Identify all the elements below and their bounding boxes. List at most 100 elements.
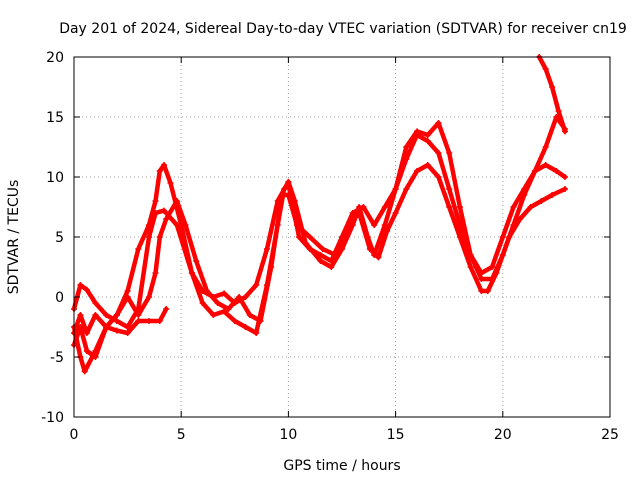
x-tick-label: 20 xyxy=(494,427,512,443)
series-line xyxy=(536,54,568,134)
data-point xyxy=(424,132,431,138)
data-point xyxy=(124,288,131,294)
data-point xyxy=(392,210,399,216)
data-point xyxy=(253,330,260,336)
data-point xyxy=(366,246,373,252)
data-point xyxy=(499,234,506,240)
y-tick-label: 10 xyxy=(46,170,64,186)
data-point xyxy=(163,216,170,222)
data-point xyxy=(446,204,453,210)
y-tick-label: 20 xyxy=(46,50,64,66)
data-point xyxy=(538,198,545,204)
data-point xyxy=(542,144,549,150)
data-point xyxy=(319,246,326,252)
data-point xyxy=(414,128,421,135)
series-track-4 xyxy=(71,162,568,360)
data-point xyxy=(542,162,549,168)
data-point xyxy=(152,270,159,276)
data-point xyxy=(124,324,131,330)
data-point xyxy=(446,150,453,156)
data-point xyxy=(328,264,335,270)
data-point xyxy=(167,180,174,186)
data-point xyxy=(199,300,206,306)
data-point xyxy=(506,234,513,240)
data-point xyxy=(225,306,232,312)
data-point xyxy=(161,162,168,168)
data-point xyxy=(103,324,110,330)
data-point xyxy=(83,286,90,293)
data-point xyxy=(392,186,399,192)
data-point xyxy=(484,288,491,294)
data-point xyxy=(516,216,523,222)
data-point xyxy=(135,318,142,324)
data-point xyxy=(291,198,298,204)
data-point xyxy=(493,270,500,276)
data-point xyxy=(242,324,249,330)
data-point xyxy=(92,312,99,318)
data-point xyxy=(236,294,243,300)
data-point xyxy=(77,282,84,288)
data-point xyxy=(77,324,84,330)
data-point xyxy=(356,204,363,210)
data-point xyxy=(403,144,410,150)
data-point xyxy=(553,168,560,174)
x-tick-label: 25 xyxy=(601,427,619,443)
y-tick-label: -5 xyxy=(50,350,64,366)
data-point xyxy=(332,252,339,258)
data-point xyxy=(456,204,463,210)
data-point xyxy=(246,312,253,318)
data-point xyxy=(549,84,556,90)
data-point xyxy=(156,318,163,324)
data-point xyxy=(306,234,313,240)
y-axis-label: SDTVAR / TECUs xyxy=(6,180,22,295)
data-point xyxy=(210,312,217,318)
data-point xyxy=(384,228,391,234)
data-point xyxy=(135,246,142,252)
x-axis-label: GPS time / hours xyxy=(283,458,400,474)
data-point xyxy=(356,210,363,216)
data-point xyxy=(77,312,84,318)
data-point xyxy=(161,207,168,214)
data-point xyxy=(561,128,568,135)
data-point xyxy=(293,222,300,228)
data-point xyxy=(182,222,189,228)
data-point xyxy=(253,282,260,288)
data-point xyxy=(302,240,309,246)
data-point xyxy=(152,198,159,204)
data-point xyxy=(263,246,270,252)
data-point xyxy=(403,186,410,192)
data-point xyxy=(561,174,568,180)
data-point xyxy=(156,168,163,174)
data-point xyxy=(296,234,303,240)
data-point xyxy=(467,264,474,270)
x-tick-label: 10 xyxy=(279,427,297,443)
data-point xyxy=(214,300,221,306)
data-point xyxy=(345,222,352,228)
data-point xyxy=(113,327,120,334)
chart-title: Day 201 of 2024, Sidereal Day-to-day VTE… xyxy=(59,21,627,37)
data-point xyxy=(435,120,442,126)
data-point xyxy=(435,150,442,156)
data-point xyxy=(268,264,275,270)
data-point xyxy=(203,288,210,294)
x-tick-label: 15 xyxy=(387,427,405,443)
data-point xyxy=(456,234,463,240)
data-point xyxy=(173,198,180,204)
data-point xyxy=(103,312,110,318)
data-point xyxy=(317,252,324,258)
series-line xyxy=(71,162,568,360)
data-point xyxy=(242,294,249,300)
data-point xyxy=(478,276,485,282)
data-point xyxy=(446,186,453,192)
data-point xyxy=(542,66,549,72)
data-point xyxy=(231,318,238,324)
data-point xyxy=(555,108,562,114)
data-point xyxy=(124,330,131,336)
data-point xyxy=(156,234,163,240)
data-point xyxy=(124,294,131,300)
data-point xyxy=(489,264,496,270)
data-point xyxy=(83,330,90,336)
y-tick-label: 0 xyxy=(55,290,64,306)
data-point xyxy=(285,178,292,185)
data-point xyxy=(188,270,195,276)
